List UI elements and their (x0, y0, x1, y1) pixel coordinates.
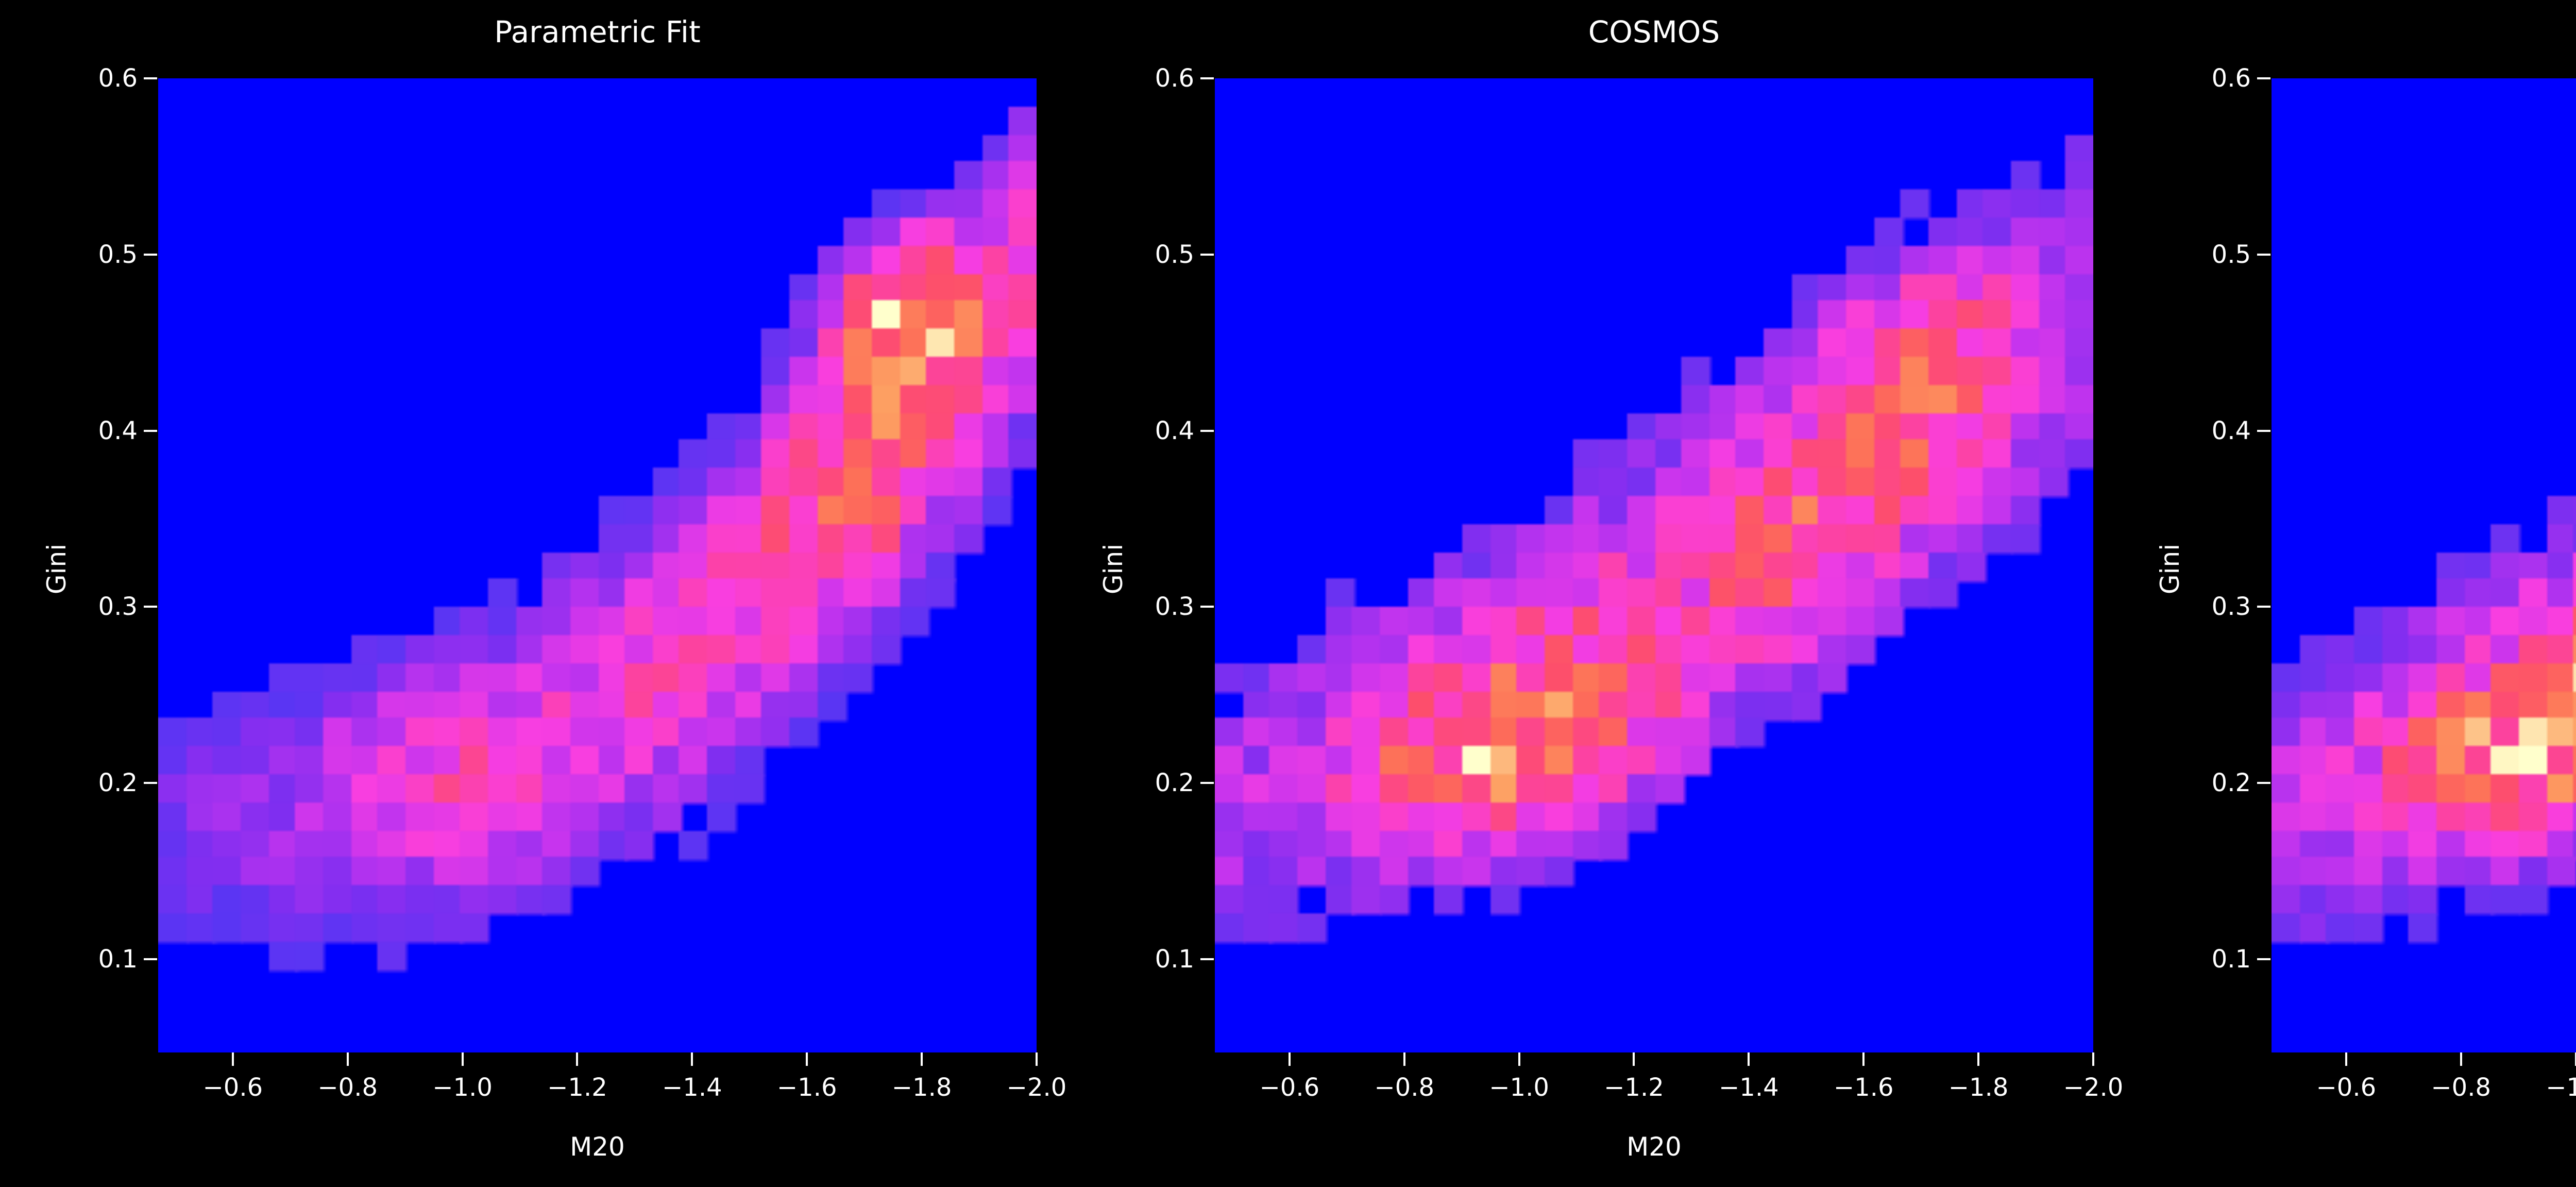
x-tick-label: −0.8 (2431, 1073, 2492, 1102)
x-tick-mark (461, 1052, 464, 1066)
axes-generative-model (2272, 78, 2576, 1052)
x-tick-label: −1.8 (891, 1073, 952, 1102)
y-tick-label: 0.3 (1155, 592, 1194, 622)
panel-title: Generative Model (2272, 14, 2576, 49)
y-tick-mark (2257, 77, 2270, 79)
y-axis-label: Gini (2155, 543, 2185, 595)
y-tick-label: 0.1 (98, 944, 138, 974)
x-tick-mark (691, 1052, 693, 1066)
y-tick-mark (1200, 429, 1214, 432)
y-tick-label: 0.4 (2211, 416, 2251, 445)
y-tick-label: 0.2 (98, 768, 138, 798)
y-tick-label: 0.5 (2211, 240, 2251, 269)
y-tick-mark (144, 429, 157, 432)
x-tick-mark (2345, 1052, 2347, 1066)
x-tick-label: −1.0 (1489, 1073, 1549, 1102)
histogram-image-generative-model (2272, 78, 2576, 1052)
panel-parametric-fit: Parametric Fit −0.6 −0.8 −1.0 −1.2 −1.4 −1.6 −… (0, 0, 1082, 1187)
y-tick-label: 0.2 (1155, 768, 1194, 798)
x-tick-label: −0.6 (1259, 1073, 1320, 1102)
y-tick-label: 0.6 (2211, 64, 2251, 93)
y-tick-label: 0.4 (98, 416, 138, 445)
x-tick-label: −0.6 (202, 1073, 263, 1102)
x-tick-mark (2460, 1052, 2462, 1066)
y-tick-mark (1200, 606, 1214, 608)
y-tick-mark (1200, 958, 1214, 960)
x-tick-label: −1.0 (2546, 1073, 2576, 1102)
x-tick-mark (2574, 1052, 2576, 1066)
y-tick-label: 0.3 (98, 592, 138, 622)
y-tick-mark (2257, 782, 2270, 784)
histogram-image-parametric-fit (158, 78, 1037, 1052)
y-tick-mark (1200, 253, 1214, 256)
x-axis-label: M20 (570, 1132, 625, 1162)
x-tick-mark (1977, 1052, 1980, 1066)
axes-cosmos (1215, 78, 2093, 1052)
x-tick-mark (2092, 1052, 2094, 1066)
y-tick-mark (2257, 429, 2270, 432)
x-tick-mark (1748, 1052, 1750, 1066)
x-tick-label: −1.4 (1719, 1073, 1779, 1102)
x-tick-label: −2.0 (1006, 1073, 1067, 1102)
x-tick-label: −2.0 (2063, 1073, 2124, 1102)
x-tick-mark (1036, 1052, 1038, 1066)
x-tick-mark (231, 1052, 234, 1066)
x-axis-label: M20 (1626, 1132, 1682, 1162)
y-tick-label: 0.6 (1155, 64, 1194, 93)
x-tick-label: −1.6 (776, 1073, 837, 1102)
y-tick-mark (144, 253, 157, 256)
x-tick-mark (806, 1052, 808, 1066)
y-tick-mark (144, 782, 157, 784)
histogram-image-cosmos (1215, 78, 2093, 1052)
x-tick-mark (1403, 1052, 1405, 1066)
x-tick-label: −1.2 (1604, 1073, 1664, 1102)
x-tick-label: −1.2 (547, 1073, 607, 1102)
y-tick-label: 0.1 (2211, 944, 2251, 974)
panel-title: COSMOS (1588, 14, 1720, 49)
x-tick-mark (576, 1052, 579, 1066)
y-tick-label: 0.1 (1155, 944, 1194, 974)
y-tick-mark (1200, 77, 1214, 79)
x-tick-mark (921, 1052, 923, 1066)
x-tick-label: −0.6 (2316, 1073, 2377, 1102)
x-tick-label: −0.8 (317, 1073, 378, 1102)
x-tick-label: −1.4 (662, 1073, 722, 1102)
x-tick-label: −1.8 (1948, 1073, 2009, 1102)
x-tick-mark (1633, 1052, 1635, 1066)
y-tick-label: 0.3 (2211, 592, 2251, 622)
y-tick-label: 0.5 (98, 240, 138, 269)
y-tick-label: 0.5 (1155, 240, 1194, 269)
x-tick-label: −1.6 (1833, 1073, 1894, 1102)
y-tick-mark (1200, 782, 1214, 784)
y-tick-mark (144, 77, 157, 79)
y-tick-label: 0.6 (98, 64, 138, 93)
y-tick-mark (144, 606, 157, 608)
y-tick-mark (144, 958, 157, 960)
x-tick-mark (1288, 1052, 1291, 1066)
x-tick-label: −0.8 (1374, 1073, 1435, 1102)
panel-title: Parametric Fit (494, 14, 701, 49)
x-axis-label: M20 (2272, 1132, 2576, 1162)
y-tick-mark (2257, 958, 2270, 960)
y-tick-mark (2257, 606, 2270, 608)
y-tick-label: 0.2 (2211, 768, 2251, 798)
y-tick-label: 0.4 (1155, 416, 1194, 445)
axes-parametric-fit (158, 78, 1037, 1052)
x-tick-label: −1.0 (432, 1073, 493, 1102)
x-tick-mark (346, 1052, 349, 1066)
y-tick-mark (2257, 253, 2270, 256)
x-tick-mark (1862, 1052, 1865, 1066)
x-tick-mark (1518, 1052, 1520, 1066)
